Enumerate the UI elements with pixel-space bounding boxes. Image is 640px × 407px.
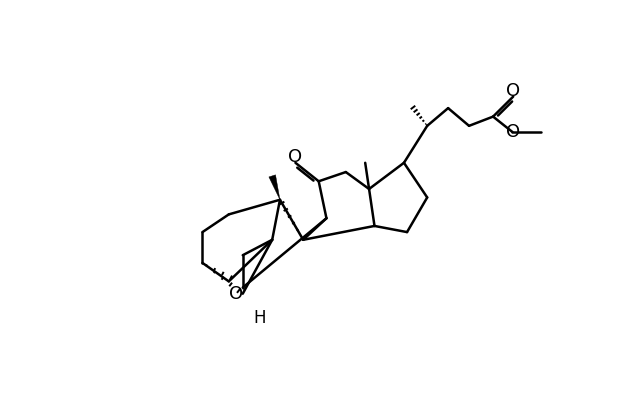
Text: O: O <box>506 82 520 100</box>
Text: O: O <box>289 149 303 166</box>
Text: O: O <box>230 285 244 303</box>
Polygon shape <box>269 175 280 200</box>
Text: H: H <box>253 309 266 327</box>
Text: O: O <box>506 123 520 141</box>
